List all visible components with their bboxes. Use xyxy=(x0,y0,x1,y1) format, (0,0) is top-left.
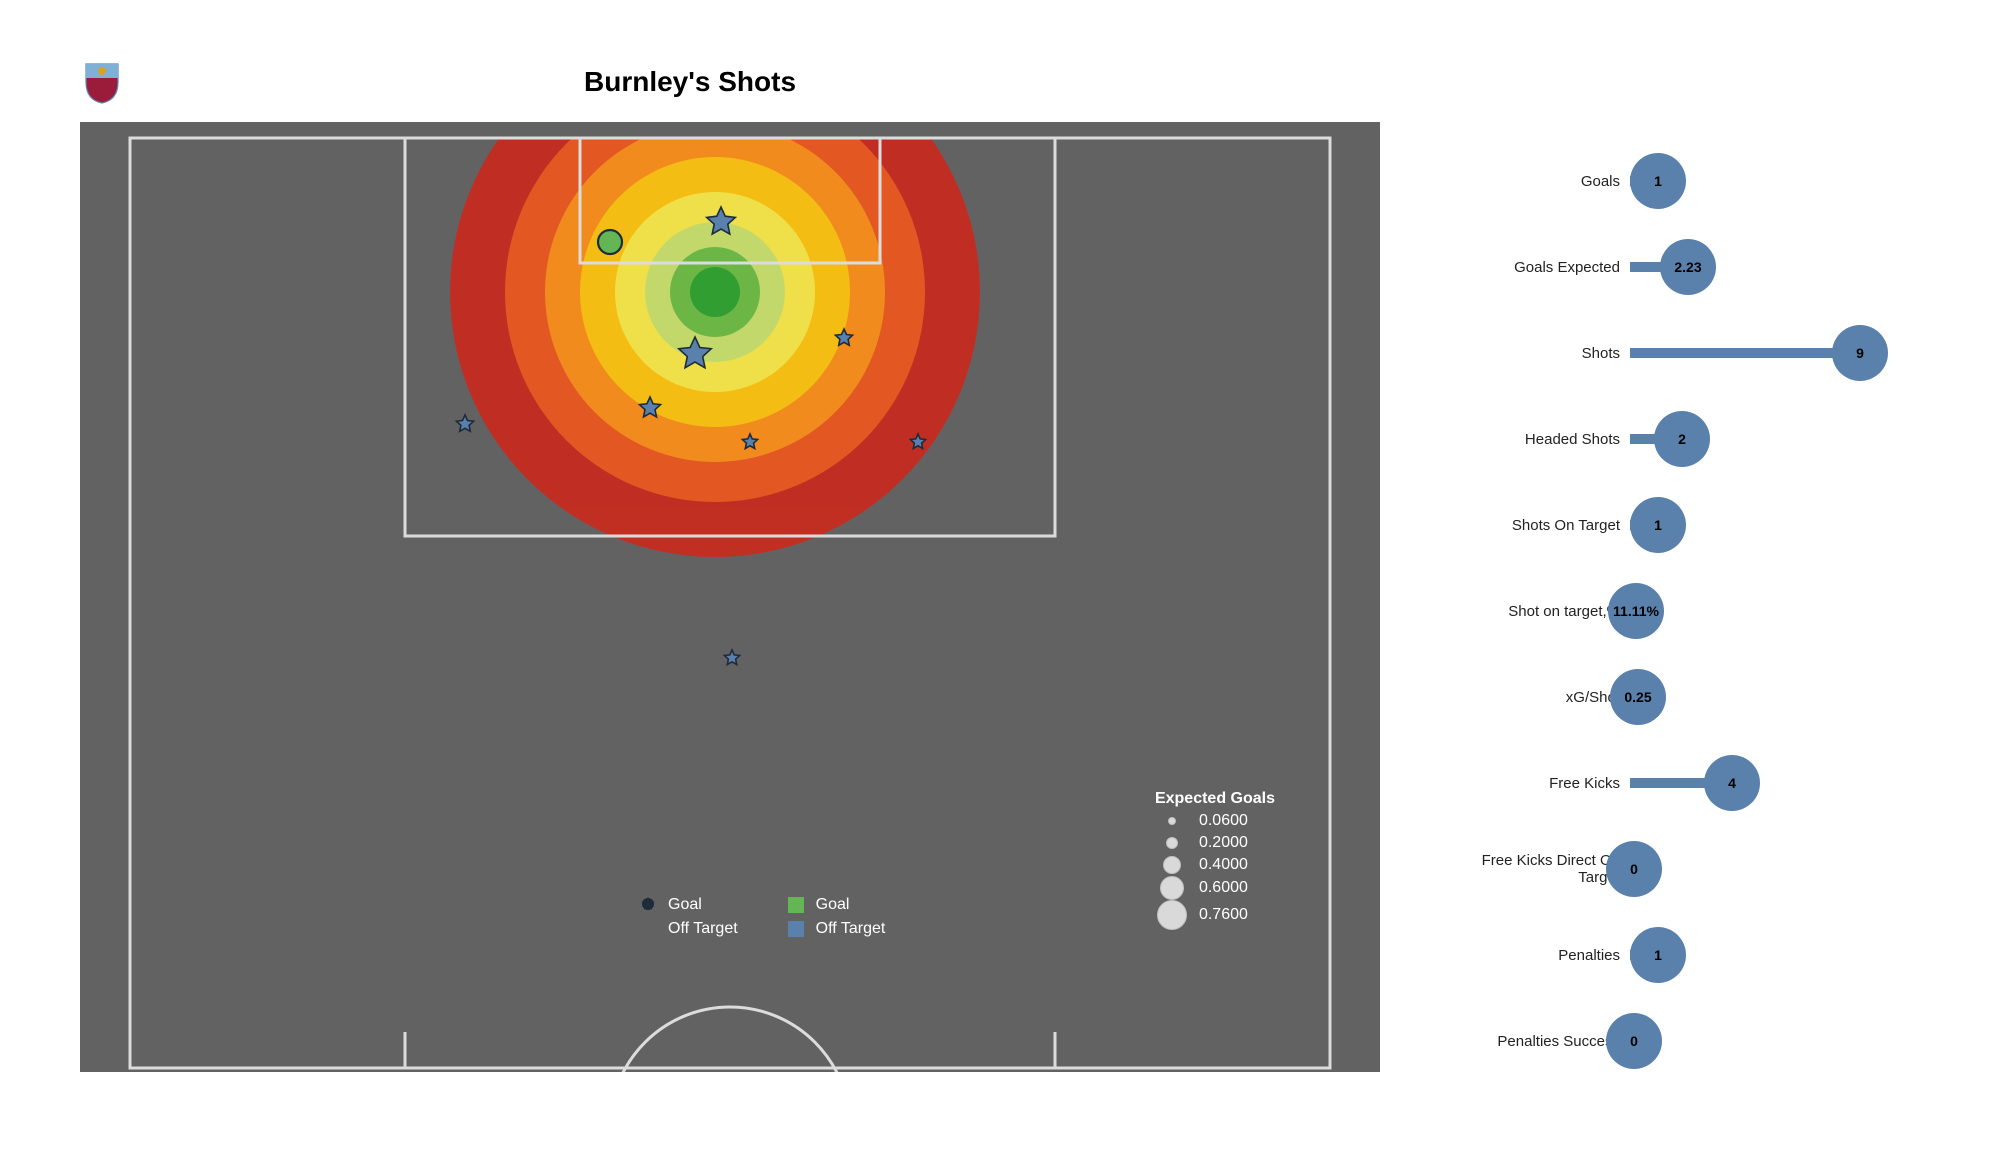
stat-row: Free Kicks Direct On Target0 xyxy=(1450,840,1890,898)
xg-legend-row: 0.0600 xyxy=(1155,810,1275,832)
stat-row: Shot on target,%11.11% xyxy=(1450,582,1890,640)
team-crest-icon xyxy=(80,60,124,104)
shot-goal-marker xyxy=(598,230,622,254)
stat-label: Shots xyxy=(1450,345,1630,362)
chart-header: Burnley's Shots xyxy=(80,60,1930,104)
xg-legend-value: 0.0600 xyxy=(1199,810,1248,832)
stat-row: Goals Expected 2.23 xyxy=(1450,238,1890,296)
xg-size-legend: Expected Goals 0.06000.20000.40000.6000 0… xyxy=(1155,790,1275,930)
xg-legend-row: 0.6000 xyxy=(1155,876,1275,900)
stat-label: Penalties xyxy=(1450,947,1630,964)
legend-goal-color: Goal xyxy=(788,896,886,914)
shape-legend: Goal Goal Off Target Off Target xyxy=(640,896,885,938)
stat-row: Headed Shots 2 xyxy=(1450,410,1890,468)
chart-title: Burnley's Shots xyxy=(584,66,796,98)
stat-value: 0 xyxy=(1606,1013,1662,1069)
stat-label: xG/Shot xyxy=(1450,689,1630,706)
legend-miss-color-label: Off Target xyxy=(816,920,886,938)
pitch-area: Expected Goals 0.06000.20000.40000.6000 0… xyxy=(80,122,1380,1072)
stat-label: Shots On Target xyxy=(1450,517,1630,534)
stat-row: Penalties Success0 xyxy=(1450,1012,1890,1070)
legend-miss-color: Off Target xyxy=(788,920,886,938)
stat-row: Penalties1 xyxy=(1450,926,1890,984)
xg-legend-row: 0.7600 xyxy=(1155,900,1275,930)
xg-legend-value: 0.7600 xyxy=(1199,904,1248,926)
stat-value: 4 xyxy=(1704,755,1760,811)
xg-legend-value: 0.4000 xyxy=(1199,854,1248,876)
stat-row: Shots On Target1 xyxy=(1450,496,1890,554)
stat-value: 1 xyxy=(1630,497,1686,553)
stat-label: Penalties Success xyxy=(1450,1033,1630,1050)
legend-miss-shape: Off Target xyxy=(640,920,738,938)
stat-row: Goals1 xyxy=(1450,152,1890,210)
legend-goal-color-label: Goal xyxy=(816,896,850,914)
xg-legend-row: 0.2000 xyxy=(1155,832,1275,854)
stat-value: 9 xyxy=(1832,325,1888,381)
stat-value: 1 xyxy=(1630,153,1686,209)
xg-legend-value: 0.6000 xyxy=(1199,877,1248,899)
legend-miss-shape-label: Off Target xyxy=(668,920,738,938)
stat-row: xG/Shot0.25 xyxy=(1450,668,1890,726)
xg-legend-value: 0.2000 xyxy=(1199,832,1248,854)
stat-label: Shot on target,% xyxy=(1450,603,1630,620)
stat-value: 2 xyxy=(1654,411,1710,467)
stat-value: 0.25 xyxy=(1610,669,1666,725)
stat-row: Shots 9 xyxy=(1450,324,1890,382)
xg-legend-row: 0.4000 xyxy=(1155,854,1275,876)
legend-goal-shape-label: Goal xyxy=(668,896,702,914)
stat-value: 0 xyxy=(1606,841,1662,897)
stat-value: 2.23 xyxy=(1660,239,1716,295)
stat-value: 1 xyxy=(1630,927,1686,983)
stat-value: 11.11% xyxy=(1608,583,1664,639)
stat-row: Free Kicks 4 xyxy=(1450,754,1890,812)
stat-label: Goals xyxy=(1450,173,1630,190)
stat-label: Goals Expected xyxy=(1450,259,1630,276)
stat-label: Free Kicks Direct On Target xyxy=(1450,852,1630,886)
stats-panel: Goals1Goals Expected2.23Shots9Headed Sho… xyxy=(1450,122,1890,1098)
stat-label: Free Kicks xyxy=(1450,775,1630,792)
xg-legend-title: Expected Goals xyxy=(1155,790,1275,808)
stat-label: Headed Shots xyxy=(1450,431,1630,448)
